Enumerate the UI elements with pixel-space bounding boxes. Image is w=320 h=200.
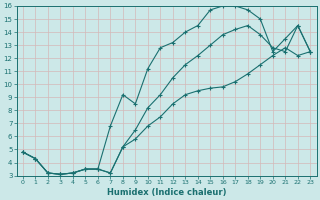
X-axis label: Humidex (Indice chaleur): Humidex (Indice chaleur) [107,188,226,197]
